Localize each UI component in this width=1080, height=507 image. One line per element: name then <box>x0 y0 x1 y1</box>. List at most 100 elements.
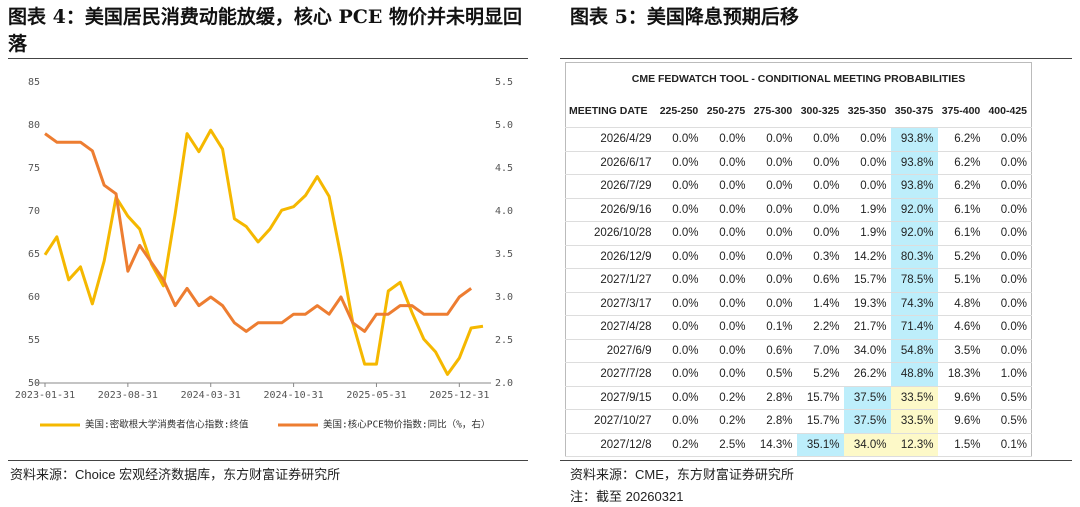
probability-cell: 0.5% <box>984 386 1032 410</box>
series-line <box>44 132 473 333</box>
x-tick-label: 2025-05-31 <box>346 390 406 401</box>
probability-cell: 5.1% <box>937 268 985 293</box>
probability-cell: 2.5% <box>702 433 750 457</box>
figure-title: 图表 4：美国居民消费动能放缓，核心 PCE 物价并未明显回落 <box>8 6 522 55</box>
probability-cell: 0.1% <box>749 315 797 340</box>
data-row: 2027/3/17 0.0% 0.0% 0.0% 1.4% 19.3% 74.3% 4.8% 0… <box>565 292 1032 316</box>
probability-cell: 14.2% <box>843 245 891 269</box>
probability-cell: 0.0% <box>655 198 703 222</box>
probability-cell: 0.0% <box>655 292 703 316</box>
probability-cell: 2.2% <box>796 315 844 340</box>
probability-cell: 14.3% <box>749 433 797 457</box>
y2-tick-label: 4.5 <box>495 163 513 174</box>
probability-cell: 0.1% <box>984 433 1032 457</box>
probability-cell: 34.0% <box>843 339 891 363</box>
column-header: 250-275 <box>702 95 750 128</box>
probability-cell: 0.0% <box>796 174 844 199</box>
source: 资料来源：Choice 宏观经济数据库，东方财富证券研究所 <box>10 467 341 482</box>
probability-cell: 0.2% <box>702 386 750 410</box>
probability-cell: 0.0% <box>984 127 1032 152</box>
meeting-date: 2026/10/28 <box>565 221 656 246</box>
probability-cell: 93.8% <box>890 151 938 175</box>
data-row: 2026/7/29 0.0% 0.0% 0.0% 0.0% 0.0% 93.8% 6.2% 0.… <box>565 174 1032 199</box>
probability-cell: 0.5% <box>749 362 797 387</box>
y-tick-label: 80 <box>28 120 40 131</box>
probability-cell: 92.0% <box>890 221 938 246</box>
probability-cell: 15.7% <box>843 268 891 293</box>
probability-cell: 0.0% <box>702 268 750 293</box>
chart: 50 55 60 65 70 75 80 85 2.0 2.5 3.0 3.5 4.0 4.5 5.0 5.5… <box>15 77 513 431</box>
y-tick-label: 55 <box>28 335 40 346</box>
probability-cell: 0.0% <box>749 174 797 199</box>
meeting-date: 2027/1/27 <box>565 268 656 293</box>
probability-cell: 0.0% <box>984 221 1032 246</box>
probability-cell: 7.0% <box>796 339 844 363</box>
meeting-date: 2026/9/16 <box>565 198 656 222</box>
y2-tick-label: 3.0 <box>495 292 513 303</box>
data-row: 2027/4/28 0.0% 0.0% 0.1% 2.2% 21.7% 71.4% 4.6% 0… <box>565 315 1032 340</box>
probability-cell: 0.6% <box>796 268 844 293</box>
probability-cell: 80.3% <box>890 245 938 269</box>
probability-cell: 1.4% <box>796 292 844 316</box>
data-row: 2027/1/27 0.0% 0.0% 0.0% 0.6% 15.7% 78.5% 5.1% 0… <box>565 268 1032 293</box>
probability-cell: 18.3% <box>937 362 985 387</box>
data-row: 2026/10/28 0.0% 0.0% 0.0% 0.0% 1.9% 92.0% 6.1% 0… <box>565 221 1032 246</box>
probability-cell: 0.0% <box>749 292 797 316</box>
probability-cell: 0.0% <box>843 127 891 152</box>
probability-cell: 0.0% <box>702 362 750 387</box>
probability-cell: 0.0% <box>655 245 703 269</box>
probability-cell: 0.0% <box>984 198 1032 222</box>
meeting-date: 2027/6/9 <box>565 339 656 363</box>
probability-cell: 0.0% <box>655 221 703 246</box>
probability-cell: 0.0% <box>702 198 750 222</box>
probability-cell: 0.0% <box>749 245 797 269</box>
series-line <box>43 128 484 376</box>
probability-cell: 6.1% <box>937 198 985 222</box>
probability-cell: 1.0% <box>984 362 1032 387</box>
probability-cell: 0.0% <box>655 409 703 434</box>
probability-cell: 93.8% <box>890 174 938 199</box>
y2-tick-label: 2.5 <box>495 335 513 346</box>
meeting-date: 2026/12/9 <box>565 245 656 269</box>
meeting-date: 2027/4/28 <box>565 315 656 340</box>
probability-cell: 0.0% <box>843 151 891 175</box>
probability-cell: 0.0% <box>749 268 797 293</box>
probability-cell: 0.0% <box>984 315 1032 340</box>
probability-cell: 15.7% <box>796 386 844 410</box>
probability-cell: 0.0% <box>655 174 703 199</box>
probability-cell: 0.2% <box>655 433 703 457</box>
probability-cell: 37.5% <box>843 386 891 410</box>
column-header: 375-400 <box>937 95 985 128</box>
y-tick-label: 75 <box>28 163 40 174</box>
meeting-date: 2026/6/17 <box>565 151 656 175</box>
probability-cell: 0.0% <box>984 245 1032 269</box>
data-row: 2026/9/16 0.0% 0.0% 0.0% 0.0% 1.9% 92.0% 6.1% 0.… <box>565 198 1032 222</box>
probability-cell: 0.0% <box>796 151 844 175</box>
probability-cell: 78.5% <box>890 268 938 293</box>
probability-cell: 26.2% <box>843 362 891 387</box>
caption-row: CME FEDWATCH TOOL - CONDITIONAL MEETING … <box>566 63 1032 96</box>
y2-tick-label: 2.0 <box>495 378 513 389</box>
probability-cell: 9.6% <box>937 386 985 410</box>
source: 资料来源：CME，东方财富证券研究所 <box>570 467 794 482</box>
probability-cell: 12.3% <box>890 433 938 457</box>
meeting-date: 2027/12/8 <box>565 433 656 457</box>
probability-cell: 19.3% <box>843 292 891 316</box>
probability-cell: 0.0% <box>655 315 703 340</box>
y-tick-label: 70 <box>28 206 40 217</box>
probability-cell: 0.2% <box>702 409 750 434</box>
rule <box>8 460 528 461</box>
meeting-date: 2027/10/27 <box>565 409 656 434</box>
data-row: 2026/12/9 0.0% 0.0% 0.0% 0.3% 14.2% 80.3% 5.2% 0… <box>565 245 1032 269</box>
probability-cell: 1.5% <box>937 433 985 457</box>
probability-cell: 0.5% <box>984 409 1032 434</box>
probability-cell: 0.0% <box>702 339 750 363</box>
probability-cell: 0.0% <box>749 198 797 222</box>
probability-table: CME FEDWATCH TOOL - CONDITIONAL MEETING … <box>565 62 1032 457</box>
probability-cell: 2.8% <box>749 409 797 434</box>
table-caption: CME FEDWATCH TOOL - CONDITIONAL MEETING … <box>631 73 966 85</box>
probability-cell: 0.0% <box>702 292 750 316</box>
probability-cell: 5.2% <box>937 245 985 269</box>
column-header: 350-375 <box>890 95 938 128</box>
